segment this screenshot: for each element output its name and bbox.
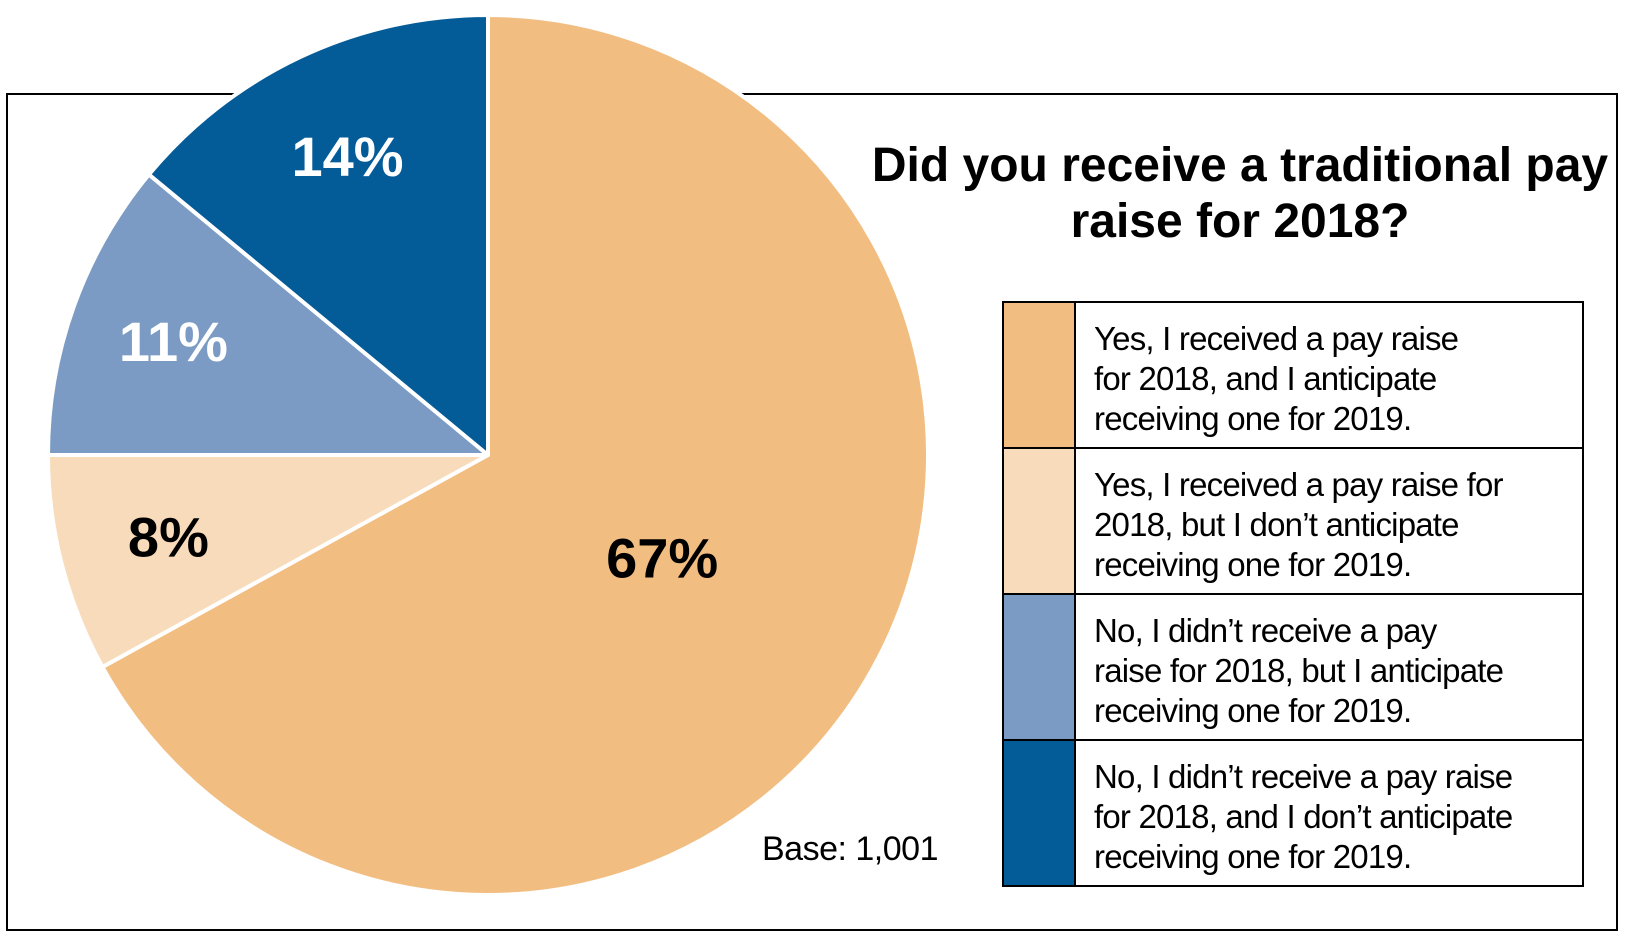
legend-label: Yes, I received a pay raise for 2018, bu…: [1094, 466, 1504, 583]
legend-item: Yes, I received a pay raise for 2018, bu…: [1004, 447, 1582, 593]
pie-slice: [146, 13, 490, 457]
legend-item: No, I didn’t receive a pay raise for 201…: [1004, 739, 1582, 885]
slice-value-label: 11%: [119, 310, 228, 373]
legend: Yes, I received a pay raise for 2018, an…: [1002, 301, 1584, 887]
slice-value-label: 67%: [606, 527, 718, 590]
legend-label: No, I didn’t receive a pay raise for 201…: [1094, 612, 1504, 729]
slice-value-label: 8%: [128, 506, 209, 569]
legend-item: No, I didn’t receive a pay raise for 201…: [1004, 593, 1582, 739]
legend-swatch: [1004, 449, 1076, 593]
pie-slice: [46, 453, 490, 669]
legend-swatch: [1004, 741, 1076, 885]
legend-item: Yes, I received a pay raise for 2018, an…: [1004, 303, 1582, 447]
pie-slice: [46, 172, 490, 457]
legend-label: No, I didn’t receive a pay raise for 201…: [1094, 758, 1513, 875]
base-note: Base: 1,001: [762, 830, 938, 868]
legend-swatch: [1004, 595, 1076, 739]
legend-label: Yes, I received a pay raise for 2018, an…: [1094, 320, 1459, 437]
slice-value-label: 14%: [291, 125, 403, 188]
legend-swatch: [1004, 303, 1076, 447]
chart-title: Did you receive a traditional pay raise …: [871, 139, 1609, 248]
pie-slice: [100, 13, 930, 897]
